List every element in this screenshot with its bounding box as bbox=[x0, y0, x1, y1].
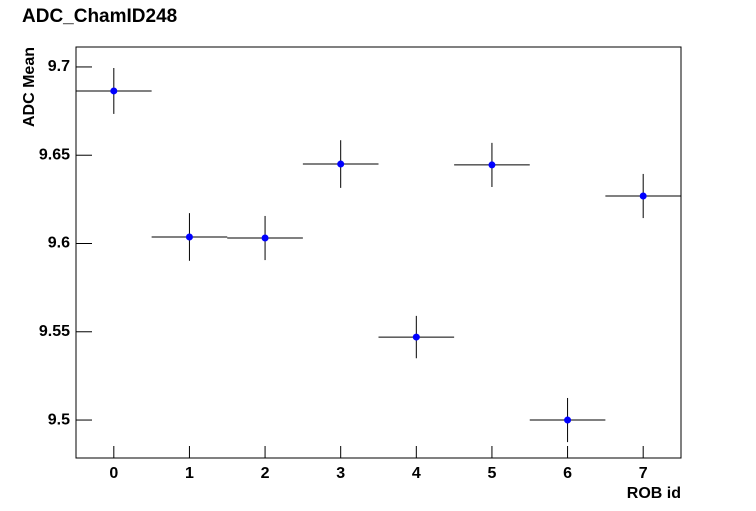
x-tick-label: 4 bbox=[412, 465, 421, 482]
x-tick-label: 1 bbox=[185, 465, 194, 482]
point bbox=[110, 87, 118, 95]
point bbox=[564, 416, 572, 424]
y-tick-label: 9.55 bbox=[39, 323, 70, 340]
point bbox=[412, 333, 420, 341]
chart-title: ADC_ChamID248 bbox=[22, 6, 177, 27]
y-tick-label: 9.65 bbox=[39, 146, 70, 163]
y-tick-label: 9.7 bbox=[48, 58, 70, 75]
plot-frame bbox=[75, 46, 682, 459]
point bbox=[261, 234, 269, 242]
x-tick-label: 2 bbox=[261, 465, 270, 482]
point bbox=[488, 161, 496, 169]
y-tick-label: 9.6 bbox=[48, 235, 70, 252]
y-tick-label: 9.5 bbox=[48, 411, 70, 428]
y-axis-label: ADC Mean bbox=[21, 47, 38, 127]
point bbox=[337, 160, 345, 168]
point bbox=[185, 233, 193, 241]
x-tick-label: 6 bbox=[563, 465, 572, 482]
x-tick-label: 3 bbox=[336, 465, 345, 482]
x-tick-label: 7 bbox=[639, 465, 648, 482]
x-tick-label: 0 bbox=[109, 465, 118, 482]
x-tick-label: 5 bbox=[487, 465, 496, 482]
point bbox=[639, 192, 647, 200]
x-axis-label: ROB id bbox=[627, 485, 681, 502]
